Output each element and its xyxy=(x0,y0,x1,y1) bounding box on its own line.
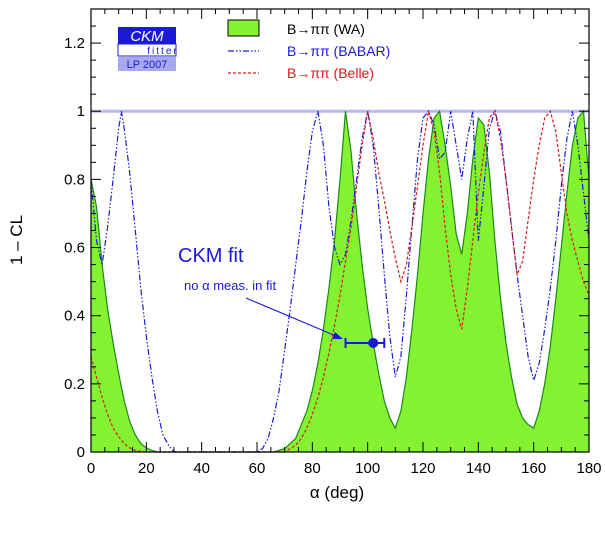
x-tick-label: 140 xyxy=(466,460,491,477)
x-tick-label: 80 xyxy=(304,460,321,477)
y-tick-label: 0.4 xyxy=(64,308,85,325)
annotation-arrow-head xyxy=(332,332,343,339)
annotation-arrow-line xyxy=(245,297,337,337)
legend-label-babar: B→ππ (BABAR) xyxy=(287,43,390,59)
plot-frame xyxy=(90,8,590,453)
axes-layer: 0 20 40 60 80 100 120 140 160 180 0 0.2 0.4 0.6 0.8 1 1.… xyxy=(64,8,602,477)
legend: B→ππ (WA) B→ππ (BABAR) B→ππ (Belle) xyxy=(227,19,390,81)
y-tick-label: 0 xyxy=(77,444,85,461)
y-tick-label: 0.2 xyxy=(64,376,85,393)
fit-point xyxy=(368,337,379,348)
legend-label-belle: B→ππ (Belle) xyxy=(287,65,374,81)
logo-ckm-text: CKM xyxy=(130,28,164,45)
x-tick-label: 20 xyxy=(138,460,155,477)
annotation-subtitle: no α meas. in fit xyxy=(184,278,276,293)
x-axis-label: α (deg) xyxy=(310,483,364,502)
y-tick-label: 1.2 xyxy=(64,35,85,52)
legend-label-wa: B→ππ (WA) xyxy=(287,21,365,37)
logo-lp2007-text: LP 2007 xyxy=(127,59,168,71)
x-tick-label: 60 xyxy=(249,460,266,477)
x-tick-label: 100 xyxy=(355,460,380,477)
x-tick-label: 40 xyxy=(193,460,210,477)
x-tick-label: 0 xyxy=(87,460,95,477)
x-tick-label: 120 xyxy=(410,460,435,477)
logo-bottom-band xyxy=(118,57,176,71)
series-0-line xyxy=(90,109,590,453)
x-tick-label: 160 xyxy=(521,460,546,477)
logo-fitter-text: fitter xyxy=(147,46,178,57)
series-1-line xyxy=(90,109,590,453)
annotation-title: CKM fit xyxy=(178,245,244,267)
y-axis-label: 1 – CL xyxy=(7,215,26,265)
logo-top-band xyxy=(118,27,176,44)
series-0-area xyxy=(91,111,589,452)
ckmfitter-logo: CKM fitter LP 2007 xyxy=(117,27,178,71)
y-tick-label: 0.6 xyxy=(64,240,85,257)
y-tick-label: 1 xyxy=(77,103,85,120)
y-tick-label: 0.8 xyxy=(64,171,85,188)
x-tick-label: 180 xyxy=(576,460,601,477)
logo-middle-band xyxy=(117,43,177,57)
fit-point-layer xyxy=(344,337,386,348)
legend-swatch-wa xyxy=(227,19,260,37)
ckm-fit-annotation: CKM fit no α meas. in fit xyxy=(178,245,386,348)
